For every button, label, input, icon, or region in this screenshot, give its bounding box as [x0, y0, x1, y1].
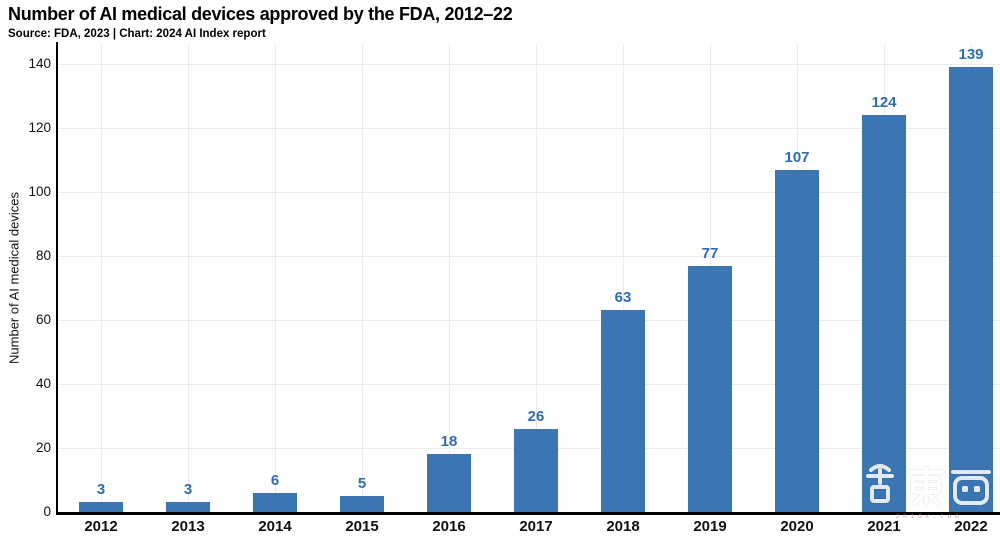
bar: [427, 454, 471, 512]
y-tick-label: 0: [43, 504, 51, 519]
y-tick-label: 20: [35, 440, 51, 455]
bar-value-label: 139: [958, 46, 984, 64]
bar-value-label: 5: [357, 475, 367, 492]
bar: [688, 265, 732, 512]
bar-value-label: 3: [96, 481, 106, 499]
bar: [775, 169, 819, 512]
bar-value-label: 124: [871, 94, 897, 112]
x-tick-label: 2015: [345, 518, 379, 535]
x-tick-label: 2020: [780, 518, 814, 535]
x-tick-label: 2013: [171, 518, 205, 535]
h-gridline: [58, 320, 1000, 321]
x-axis-line: [55, 512, 1000, 515]
bar: [253, 492, 297, 512]
bar: [166, 502, 210, 512]
bar-value-label: 107: [784, 148, 810, 166]
x-tick-label: 2012: [84, 518, 118, 535]
v-gridline: [536, 44, 537, 512]
v-gridline: [362, 44, 363, 512]
y-tick-label: 140: [28, 56, 51, 71]
bar-value-label: 26: [527, 407, 545, 425]
y-tick-label: 60: [35, 312, 51, 327]
h-gridline: [58, 64, 1000, 65]
v-gridline: [101, 44, 102, 512]
chart-title: Number of AI medical devices approved by…: [8, 4, 513, 24]
v-gridline: [449, 44, 450, 512]
h-gridline: [58, 192, 1000, 193]
x-tick-label: 2022: [954, 518, 988, 535]
x-tick-label: 2021: [867, 518, 901, 535]
chart-subtitle: Source: FDA, 2023 | Chart: 2024 AI Index…: [8, 28, 266, 40]
h-gridline: [58, 384, 1000, 385]
bar-value-label: 77: [701, 244, 719, 262]
bar-value-label: 63: [614, 289, 632, 307]
bar: [862, 115, 906, 512]
bar-value-label: 6: [270, 471, 280, 489]
bar: [79, 502, 123, 512]
y-tick-label: 40: [35, 376, 51, 391]
x-tick-label: 2016: [432, 518, 466, 535]
bar: [514, 428, 558, 512]
h-gridline: [58, 256, 1000, 257]
x-tick-label: 2018: [606, 518, 640, 535]
bar-value-label: 18: [440, 433, 458, 451]
bar-value-label: 3: [183, 481, 193, 499]
x-tick-label: 2017: [519, 518, 553, 535]
v-gridline: [623, 44, 624, 512]
bar: [601, 310, 645, 512]
x-tick-label: 2019: [693, 518, 727, 535]
bar: [949, 67, 993, 512]
v-gridline: [188, 44, 189, 512]
y-tick-label: 100: [28, 184, 51, 199]
x-tick-label: 2014: [258, 518, 292, 535]
bar: [340, 496, 384, 512]
v-gridline: [275, 44, 276, 512]
h-gridline: [58, 128, 1000, 129]
y-axis-line: [55, 42, 58, 515]
y-tick-label: 80: [35, 248, 51, 263]
y-tick-label: 120: [28, 120, 51, 135]
